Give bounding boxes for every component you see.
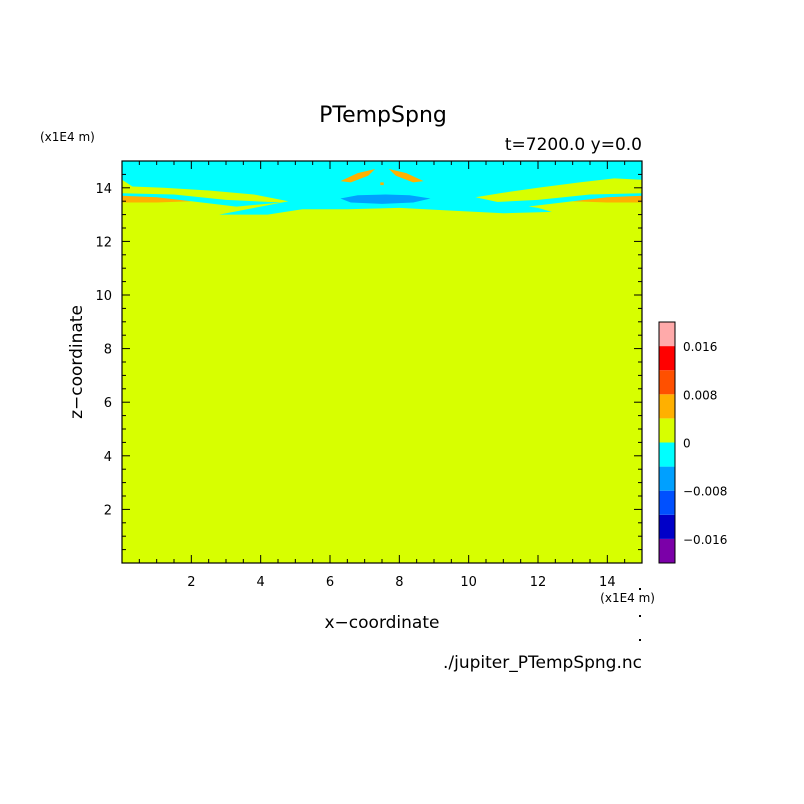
contour-region-cyan-lower-left (122, 193, 282, 207)
contour-region-cyan-lower-right (486, 193, 642, 207)
colorbar-swatch (659, 442, 675, 467)
colorbar-tick-label: 0.016 (683, 340, 717, 354)
chart-subtitle: t=7200.0 y=0.0 (505, 135, 642, 155)
colorbar-tick-label: 0 (683, 437, 691, 451)
corner-dot (639, 639, 641, 641)
y-axis-label: z−coordinate (67, 305, 87, 419)
contour-region-orange-center-dot (380, 182, 384, 186)
colorbar-swatch (659, 346, 675, 371)
contour-region-cyan-band (122, 161, 642, 215)
heatmap-plot-area: 2 4 6 8 10 12 14 2 4 6 8 10 12 14 (95, 160, 643, 590)
contour-region-blue-core (340, 194, 431, 204)
corner-marks (639, 588, 641, 641)
x-tick-label: 8 (395, 575, 403, 590)
contour-region-orange-center-left (340, 169, 376, 183)
x-tick-label: 14 (599, 575, 616, 590)
colorbar-swatch (659, 322, 675, 347)
y-tick-label: 4 (104, 450, 112, 465)
field-background (122, 161, 642, 563)
colorbar-swatch (659, 418, 675, 443)
contour-region-orange-left-edge (122, 195, 192, 203)
chart-title: PTempSpng (319, 103, 447, 128)
y-tick-label: 14 (95, 182, 112, 197)
colorbar-swatch (659, 538, 675, 563)
colorbar-swatch (659, 490, 675, 515)
colorbar-tick-label: −0.016 (683, 533, 727, 547)
y-tick-label: 6 (104, 396, 112, 411)
colorbar-frame (658, 321, 676, 564)
y-tick-label: 12 (95, 235, 112, 250)
y-unit-label: (x1E4 m) (40, 130, 95, 144)
contour-region-orange-center-right (388, 169, 424, 183)
colorbar-swatch (659, 466, 675, 491)
x-tick-label: 12 (530, 575, 547, 590)
source-file-label: ./jupiter_PTempSpng.nc (443, 653, 642, 673)
colorbar-swatch (659, 514, 675, 539)
x-tick-label: 10 (460, 575, 477, 590)
y-tick-label: 2 (104, 503, 112, 518)
y-tick-label: 8 (104, 343, 112, 358)
colorbar: 0.016 0.008 0 −0.008 −0.016 (658, 321, 727, 564)
x-unit-label: (x1E4 m) (600, 591, 655, 605)
x-tick-label: 2 (187, 575, 195, 590)
x-tick-label: 6 (326, 575, 334, 590)
x-tick-label: 4 (257, 575, 265, 590)
x-axis-label: x−coordinate (325, 613, 440, 633)
colorbar-swatch (659, 370, 675, 395)
colorbar-tick-label: −0.008 (683, 485, 727, 499)
y-tick-label: 10 (95, 289, 112, 304)
contour-region-orange-right-edge (572, 195, 642, 203)
corner-dot (639, 615, 641, 617)
corner-dot (639, 588, 641, 590)
colorbar-tick-label: 0.008 (683, 388, 717, 402)
colorbar-swatch (659, 394, 675, 419)
